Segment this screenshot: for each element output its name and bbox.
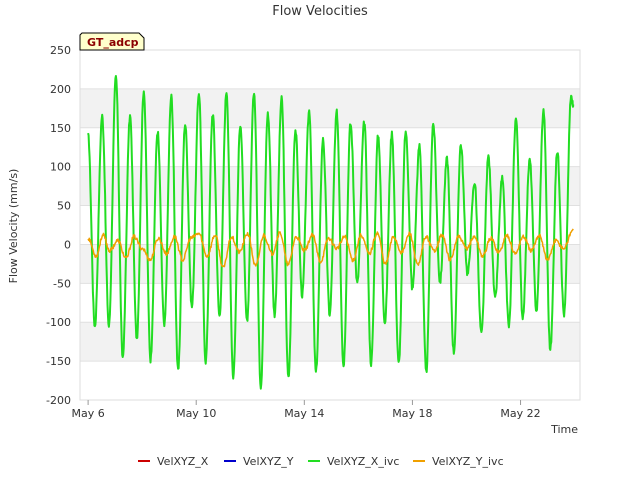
plot-band — [80, 361, 580, 400]
y-tick-label: 100 — [50, 161, 71, 174]
legend-label-velxyz-x-ivc: VelXYZ_X_ivc — [327, 455, 399, 468]
legend-label-velxyz-y-ivc: VelXYZ_Y_ivc — [432, 455, 504, 468]
plot-band — [80, 322, 580, 362]
y-tick-label: -150 — [46, 355, 71, 368]
plot-area-border — [79, 49, 581, 401]
y-tick-label: 0 — [64, 238, 71, 251]
y-tick-label: 250 — [50, 44, 71, 57]
x-axis-label: Time — [550, 423, 578, 436]
x-tick-label: May 14 — [284, 407, 324, 420]
x-tick-label: May 18 — [392, 407, 432, 420]
y-tick-label: 200 — [50, 83, 71, 96]
series-line-velxyz-y-ivc — [87, 228, 574, 268]
x-tick-label: May 10 — [176, 407, 216, 420]
y-tick-label: 50 — [57, 200, 71, 213]
site-badge-box — [79, 32, 145, 51]
legend-label-velxyz-y: VelXYZ_Y — [243, 455, 294, 468]
legend-item-velxyz-x[interactable]: VelXYZ_X — [138, 455, 209, 468]
plot-band — [80, 50, 580, 89]
plot-band — [80, 205, 580, 245]
y-tick-label: 150 — [50, 122, 71, 135]
legend-item-velxyz-x-ivc[interactable]: VelXYZ_X_ivc — [308, 455, 399, 468]
legend-item-velxyz-y[interactable]: VelXYZ_Y — [224, 455, 294, 468]
y-axis-ticks: -200 -150 -100 -50 0 50 100 150 200 250 — [46, 44, 71, 407]
plot-band — [80, 166, 580, 206]
y-tick-label: -50 — [53, 277, 71, 290]
series-lines — [87, 75, 575, 390]
x-axis-ticks: May 6 May 10 May 14 May 18 May 22 — [71, 400, 541, 420]
site-badge: GT_adcp — [79, 32, 145, 51]
chart-title: Flow Velocities — [272, 4, 368, 19]
series-line-velxyz-x-ivc — [87, 75, 575, 390]
x-tick-label: May 22 — [500, 407, 540, 420]
legend-label-velxyz-x: VelXYZ_X — [157, 455, 209, 468]
y-axis-label: Flow Velocity (mm/s) — [7, 169, 20, 284]
y-tick-label: -200 — [46, 394, 71, 407]
y-tick-label: -100 — [46, 316, 71, 329]
legend: VelXYZ_X VelXYZ_Y VelXYZ_X_ivc VelXYZ_Y_… — [138, 455, 504, 468]
site-badge-label: GT_adcp — [87, 36, 139, 49]
plot-band — [80, 127, 580, 167]
x-tick-label: May 6 — [71, 407, 104, 420]
plot-band — [80, 88, 580, 128]
legend-item-velxyz-y-ivc[interactable]: VelXYZ_Y_ivc — [413, 455, 504, 468]
